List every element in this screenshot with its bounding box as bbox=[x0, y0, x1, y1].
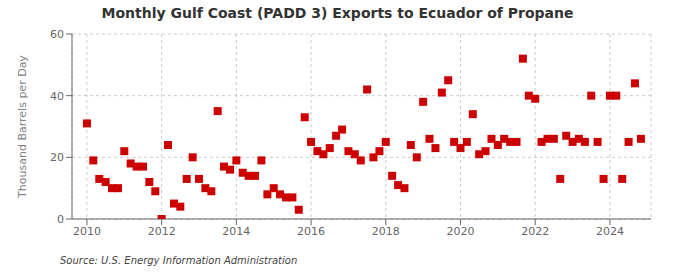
svg-text:2016: 2016 bbox=[297, 225, 325, 238]
svg-text:2010: 2010 bbox=[73, 225, 101, 238]
svg-text:Thousand Barrels per Day: Thousand Barrels per Day bbox=[16, 55, 29, 199]
svg-text:2020: 2020 bbox=[446, 225, 474, 238]
svg-text:40: 40 bbox=[50, 90, 64, 103]
svg-text:60: 60 bbox=[50, 28, 64, 41]
svg-text:2022: 2022 bbox=[521, 225, 549, 238]
svg-text:0: 0 bbox=[57, 213, 64, 226]
svg-text:20: 20 bbox=[50, 151, 64, 164]
html-text:Monthly Gulf Coast (PADD 3) Ex: Monthly Gulf Coast (PADD 3) Exports to E… bbox=[101, 5, 574, 21]
svg-text:2024: 2024 bbox=[596, 225, 624, 238]
svg-text:2012: 2012 bbox=[148, 225, 176, 238]
svg-text:2014: 2014 bbox=[222, 225, 250, 238]
svg-text:2018: 2018 bbox=[372, 225, 400, 238]
html-text:Source: U.S. Energy Informatio: Source: U.S. Energy Information Administ… bbox=[60, 255, 298, 266]
